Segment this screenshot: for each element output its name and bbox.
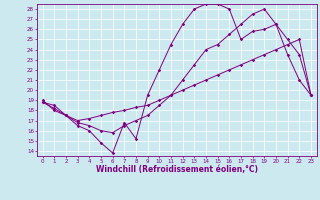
X-axis label: Windchill (Refroidissement éolien,°C): Windchill (Refroidissement éolien,°C): [96, 165, 258, 174]
